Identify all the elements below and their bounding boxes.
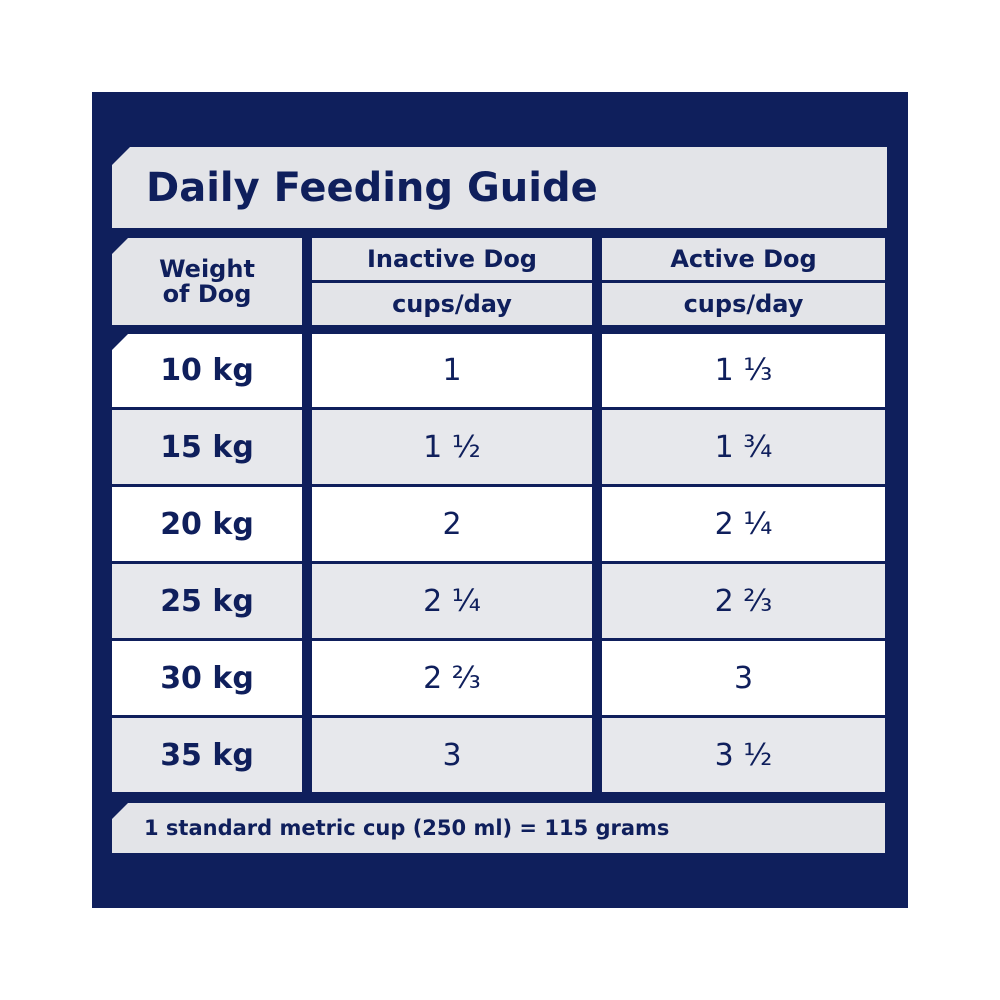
table-row-weight: 15 kg — [112, 410, 302, 484]
header-weight-of-dog: Weight of Dog — [112, 238, 302, 325]
header-active-unit: cups/day — [602, 283, 885, 325]
table-row-active: 1 ¾ — [602, 410, 885, 484]
table-row-inactive: 2 ¼ — [312, 564, 592, 638]
header-inactive-dog: Inactive Dog — [312, 238, 592, 280]
table-row-weight: 25 kg — [112, 564, 302, 638]
table-row-weight: 35 kg — [112, 718, 302, 792]
table-row-weight: 10 kg — [112, 334, 302, 407]
table-row-active: 2 ¼ — [602, 487, 885, 561]
table-row-active: 1 ⅓ — [602, 334, 885, 407]
table-row-inactive: 1 ½ — [312, 410, 592, 484]
header-weight-line1: Weight — [159, 254, 255, 283]
table-row-weight: 20 kg — [112, 487, 302, 561]
table-row-inactive: 2 ⅔ — [312, 641, 592, 715]
header-inactive-unit: cups/day — [312, 283, 592, 325]
table-row-active: 3 ½ — [602, 718, 885, 792]
table-row-weight: 30 kg — [112, 641, 302, 715]
table-row-active: 2 ⅔ — [602, 564, 885, 638]
table-row-inactive: 1 — [312, 334, 592, 407]
footer-note: 1 standard metric cup (250 ml) = 115 gra… — [112, 803, 885, 853]
page-title: Daily Feeding Guide — [112, 147, 887, 228]
header-weight-line2: of Dog — [162, 279, 252, 308]
table-row-inactive: 2 — [312, 487, 592, 561]
table-row-active: 3 — [602, 641, 885, 715]
header-active-dog: Active Dog — [602, 238, 885, 280]
table-row-inactive: 3 — [312, 718, 592, 792]
